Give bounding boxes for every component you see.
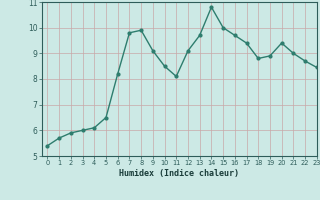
X-axis label: Humidex (Indice chaleur): Humidex (Indice chaleur) <box>119 169 239 178</box>
